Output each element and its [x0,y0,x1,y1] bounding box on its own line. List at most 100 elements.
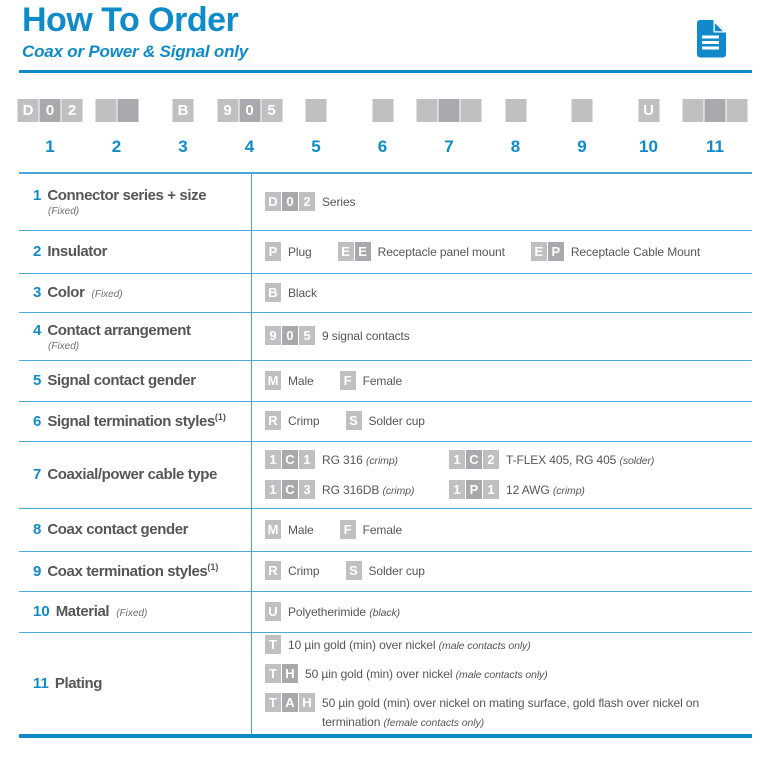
code-box-5: 5 [261,99,282,122]
code-box-m: M [265,370,281,390]
pn-position-number: 8 [510,137,521,156]
row-label: Color [47,284,85,301]
option-note: (crimp) [552,484,585,497]
row-number: 3 [33,284,42,301]
code-box-blank [726,99,748,122]
document-icon[interactable] [696,19,727,58]
option-text: T-FLEX 405, RG 405 (solder) [506,453,655,468]
pn-position-5: 5 [305,99,327,157]
pn-position-number: 2 [111,137,122,156]
code-box-0: 0 [39,99,61,122]
row-label-cell: 11 Plating [19,633,252,734]
row-label-cell: 2 Insulator [19,231,252,273]
row-label-wrap: 7 Coaxial/power cable type [33,466,217,484]
order-option: 1 C 2 T-FLEX 405, RG 405 (solder) [449,450,654,470]
option-text: Male [288,373,314,388]
order-option: F Female [339,370,403,391]
code-box-group: S [345,411,362,431]
code-box-blank [117,99,138,122]
option-line: 1 C 3 RG 316DB (crimp) 1 P 1 12 AWG (crimp) [265,479,746,500]
order-option: T H 50 µin gold (min) over nickel (male co… [265,663,548,684]
pn-position-number: 10 [639,137,658,156]
code-box-3: 3 [299,479,315,499]
code-box-group: P [265,241,281,261]
order-option: E P Receptacle Cable Mount [530,241,700,262]
option-line: 1 C 1 RG 316 (crimp) 1 C 2 T-FLEX 405, RG 405 (… [265,450,746,470]
row-label-cell: 4 Contact arrangement (Fixed) [19,313,252,360]
table-row-4: 4 Contact arrangement (Fixed) 9 0 5 9 signal c… [19,312,752,360]
code-box-0: 0 [282,191,298,211]
code-box-group: S [345,561,362,581]
order-option: E E Receptacle panel mount [337,241,505,262]
option-note: (crimp) [382,484,415,497]
code-box-group: U [265,601,281,621]
row-label-line: 11 Plating [33,675,102,693]
code-box-group: R [265,561,281,581]
code-box-group [372,99,393,122]
row-label-wrap: 6 Signal termination styles(1) [33,412,226,431]
option-note: (black) [369,606,401,619]
row-label: Material [55,603,110,620]
order-option: S Solder cup [345,561,425,581]
code-box-h: H [299,693,315,712]
option-text: Male [288,522,314,537]
option-text: Series [322,194,356,209]
row-number: 4 [33,321,42,339]
code-box-blank [682,99,704,122]
code-box-9: 9 [265,326,281,346]
row-label: Contact arrangement [47,321,191,339]
row-label-cell: 7 Coaxial/power cable type [19,442,252,508]
code-box-1: 1 [449,479,465,499]
code-box-p: P [265,241,281,261]
row-label-wrap: 2 Insulator [33,243,107,261]
code-box-d: D [265,191,281,211]
row-label-wrap: 1 Connector series + size (Fixed) [33,187,207,217]
order-option: U Polyetherimide (black) [265,601,401,622]
table-row-7: 7 Coaxial/power cable type 1 C 1 RG 316 (crim… [19,441,752,508]
row-options-cell: M Male F Female [252,509,752,551]
table-row-10: 10 Material (Fixed) U Polyetherimide (black) [19,591,752,632]
row-label-line: 5 Signal contact gender [33,372,196,390]
table-row-2: 2 Insulator P Plug E E Receptacle panel mount E… [19,230,752,273]
option-line: B Black [265,282,746,303]
table-row-3: 3 Color (Fixed) B Black [19,273,752,312]
code-box-c: C [466,450,482,470]
row-label-wrap: 9 Coax termination styles(1) [33,562,218,581]
code-box-group: B [172,99,194,122]
row-label-line: 4 Contact arrangement [33,322,191,340]
row-label-line: 6 Signal termination styles(1) [33,412,226,431]
row-label-line: 7 Coaxial/power cable type [33,466,217,484]
code-box-e: E [337,241,354,261]
option-line: T A H 50 µin gold (min) over nickel on mati… [265,693,746,732]
row-options-cell: T 10 µin gold (min) over nickel (male con… [252,633,752,734]
row-number: 2 [33,243,42,260]
pn-position-number: 11 [706,137,724,156]
row-label: Coax termination styles(1) [47,562,219,580]
row-number: 8 [33,521,42,538]
row-number: 6 [33,413,42,430]
row-number: 7 [33,466,42,483]
row-label-wrap: 8 Coax contact gender [33,521,189,539]
row-options-cell: R Crimp S Solder cup [252,552,752,591]
row-label-line: 8 Coax contact gender [33,521,189,539]
code-box-s: S [345,561,362,581]
row-options-cell: R Crimp S Solder cup [252,402,752,441]
code-box-group: T [265,634,281,654]
fixed-note: (Fixed) [48,206,80,217]
option-text: Female [362,373,403,388]
order-option: 1 C 3 RG 316DB (crimp) [265,479,423,500]
document-icon-svg [697,19,727,58]
code-box-group: R [265,411,281,431]
option-text: RG 316 (crimp) [322,453,398,468]
pn-position-number: 7 [444,137,454,156]
row-label-line: 9 Coax termination styles(1) [33,562,218,581]
row-label-cell: 5 Signal contact gender [19,361,252,401]
code-box-f: F [339,519,356,539]
row-label-line: 10 Material (Fixed) [33,603,147,621]
